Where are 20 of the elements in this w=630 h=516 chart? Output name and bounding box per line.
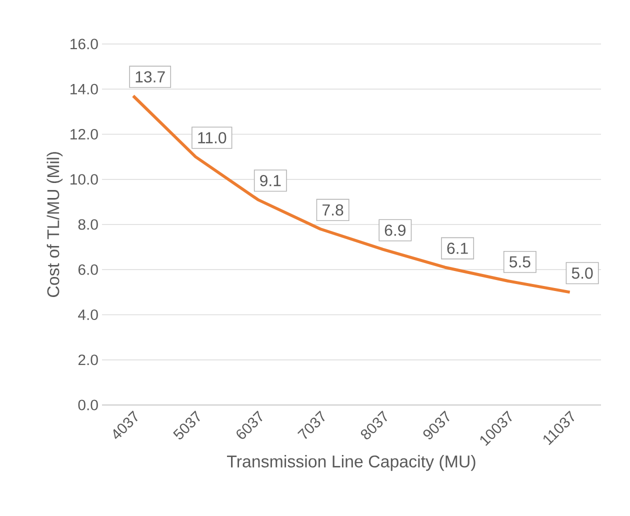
y-tick-label: 12.0 [70, 128, 98, 140]
data-label: 9.1 [260, 174, 281, 186]
y-tick-label: 8.0 [78, 219, 98, 230]
data-label: 6.9 [384, 224, 406, 236]
data-label: 13.7 [136, 71, 165, 82]
data-label: 11.0 [198, 132, 226, 144]
y-tick-label: 4.0 [78, 309, 98, 320]
y-tick-label: 6.0 [78, 264, 98, 275]
y-tick-label: 0.0 [78, 400, 98, 410]
y-tick-label: 14.0 [70, 84, 98, 94]
x-axis-title: Transmission Line Capacity (MU) [227, 455, 476, 471]
y-tick-label: 16.0 [70, 38, 98, 50]
data-label: 6.1 [447, 242, 468, 254]
y-axis-title: Cost of TL/MU (Mil) [46, 152, 63, 298]
line-series [132, 94, 572, 294]
data-label: 5.5 [509, 256, 530, 268]
data-label: 5.0 [572, 267, 593, 279]
data-label: 7.8 [322, 204, 344, 216]
y-tick-label: 2.0 [78, 354, 98, 366]
y-tick-label: 10.0 [70, 174, 98, 185]
